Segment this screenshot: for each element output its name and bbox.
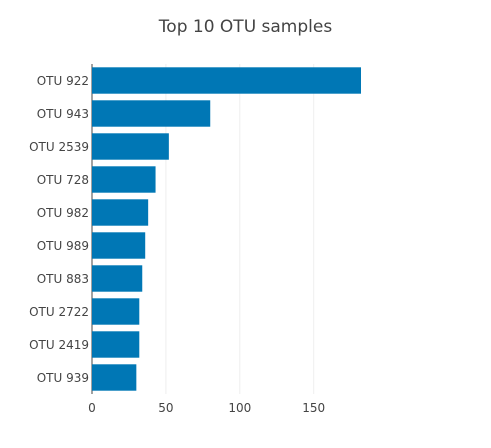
y-tick-label: OTU 943 (37, 107, 89, 121)
y-tick-label: OTU 2539 (29, 140, 89, 154)
bar-layer (92, 67, 361, 391)
x-tick-label: 0 (88, 401, 96, 415)
y-tick-label: OTU 939 (37, 371, 89, 385)
y-tick-label: OTU 989 (37, 239, 89, 253)
bar[interactable] (92, 364, 137, 391)
bar[interactable] (92, 133, 169, 160)
bar[interactable] (92, 331, 140, 358)
x-tick-label: 50 (158, 401, 173, 415)
bar[interactable] (92, 67, 361, 94)
y-tick-label: OTU 883 (37, 272, 89, 286)
y-tick-label: OTU 2722 (29, 305, 89, 319)
y-tick-label: OTU 728 (37, 173, 89, 187)
bar[interactable] (92, 100, 211, 127)
bar[interactable] (92, 166, 156, 193)
y-tick-label: OTU 922 (37, 74, 89, 88)
y-tick-label: OTU 2419 (29, 338, 89, 352)
bar[interactable] (92, 298, 140, 325)
bar[interactable] (92, 265, 143, 292)
y-tick-label: OTU 982 (37, 206, 89, 220)
x-tick-label: 150 (302, 401, 325, 415)
bar[interactable] (92, 199, 149, 226)
x-tick-label: 100 (228, 401, 251, 415)
label-layer: 0 50 100 150 OTU 922 OTU 943 OTU 2539 OTU 728 OT… (29, 74, 325, 415)
bar[interactable] (92, 232, 146, 259)
chart-title: Top 10 OTU samples (158, 17, 333, 37)
